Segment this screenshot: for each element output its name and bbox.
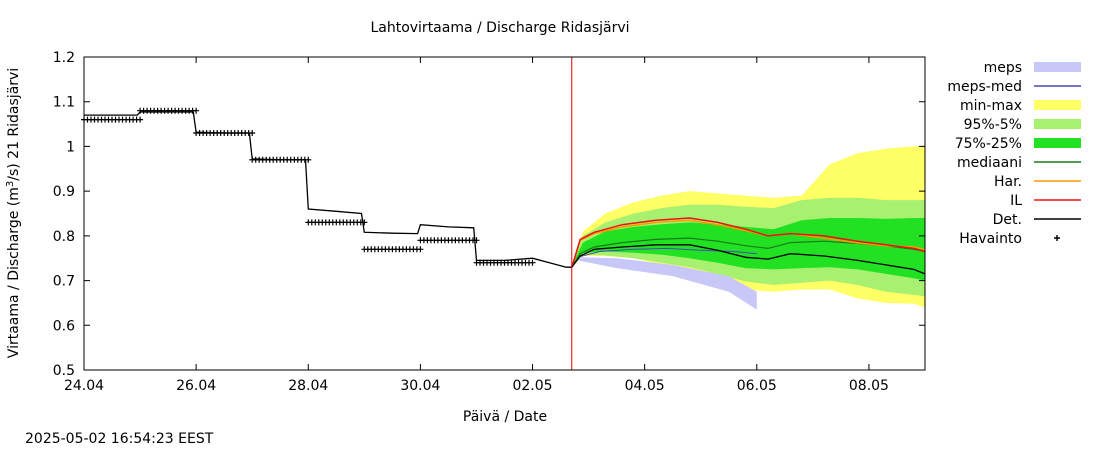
legend: meps meps-med min-max 95%-5% 75%-25% mediaani… (947, 60, 1081, 247)
legend-label-meps: meps (984, 60, 1022, 76)
havainto-segment-3 (249, 156, 312, 163)
legend-label-mediaani: mediaani (957, 155, 1022, 171)
y-tick-label: 0.5 (53, 363, 75, 379)
meps-band (577, 257, 757, 310)
meps-med-line (577, 247, 757, 258)
legend-swatch (1034, 138, 1081, 148)
legend-label-min-max: min-max (960, 98, 1022, 114)
havainto-segment-1 (137, 107, 200, 114)
legend-label-havainto: Havainto (959, 231, 1022, 247)
x-tick-label: 04.05 (625, 378, 665, 394)
x-tick-label: 28.04 (288, 378, 328, 394)
y-tick-label: 1 (66, 139, 75, 155)
x-tick-label: 30.04 (400, 378, 440, 394)
x-tick-label: 02.05 (512, 378, 552, 394)
x-tick-label: 24.04 (64, 378, 104, 394)
legend-label-il: IL (1010, 193, 1022, 209)
legend-swatch (1034, 100, 1081, 110)
plot-frame (83, 56, 926, 371)
havainto-point (193, 107, 200, 114)
y-tick-label: 1.1 (53, 95, 75, 111)
il-line (571, 217, 926, 268)
x-tick-label: 08.05 (849, 378, 889, 394)
x-tick-label: 06.05 (737, 378, 777, 394)
y-tick-label: 0.7 (53, 274, 75, 290)
havainto-segment-7 (473, 259, 536, 266)
p75-p25-band (571, 218, 925, 281)
y-tick-label: 0.9 (53, 184, 75, 200)
chart-title: Lahtovirtaama / Discharge Ridasjärvi (370, 20, 629, 36)
timestamp: 2025-05-02 16:54:23 EEST (25, 431, 214, 447)
legend-label-det-: Det. (993, 212, 1022, 228)
legend-swatch (1034, 62, 1081, 72)
y-tick-label: 0.6 (53, 318, 75, 334)
legend-swatch (1054, 235, 1060, 241)
legend-label-har-: Har. (994, 174, 1022, 190)
havainto-point (417, 246, 424, 253)
havainto-segment-2 (193, 130, 256, 136)
havainto-segment-5 (361, 246, 424, 253)
havainto-point (305, 156, 312, 163)
axis-ticks: 0.5 0.6 0.7 0.8 0.9 1 1.1 1.2 24.04 26.04 28.04 30.… (53, 50, 925, 394)
y-axis-label: Virtaama / Discharge (m3/s) 21 Ridasjärv… (5, 68, 22, 358)
havainto-point (529, 259, 536, 266)
y-tick-label: 1.2 (53, 50, 75, 66)
legend-swatch (1034, 119, 1081, 129)
plot-area (81, 56, 926, 371)
havainto-point (137, 116, 144, 123)
havainto-point (361, 219, 368, 226)
havainto-point (473, 237, 480, 244)
legend-label-75-25-: 75%-25% (955, 136, 1022, 152)
har-line (571, 219, 926, 268)
y-axis-label-main: Virtaama / Discharge (m (6, 187, 22, 358)
havainto-segment-6 (417, 237, 480, 244)
y-axis-label-superscript: 3 (5, 181, 16, 187)
havainto-segment-0 (81, 116, 144, 123)
legend-label-95-5-: 95%-5% (964, 117, 1022, 133)
y-tick-label: 0.8 (53, 229, 75, 245)
havainto-point (249, 130, 256, 136)
havainto-segment-4 (305, 219, 368, 226)
x-tick-label: 26.04 (176, 378, 216, 394)
legend-label-meps-med: meps-med (947, 79, 1022, 95)
x-axis-label: Päivä / Date (463, 409, 547, 425)
y-axis-label-rest: /s) 21 Ridasjärvi (6, 68, 22, 181)
